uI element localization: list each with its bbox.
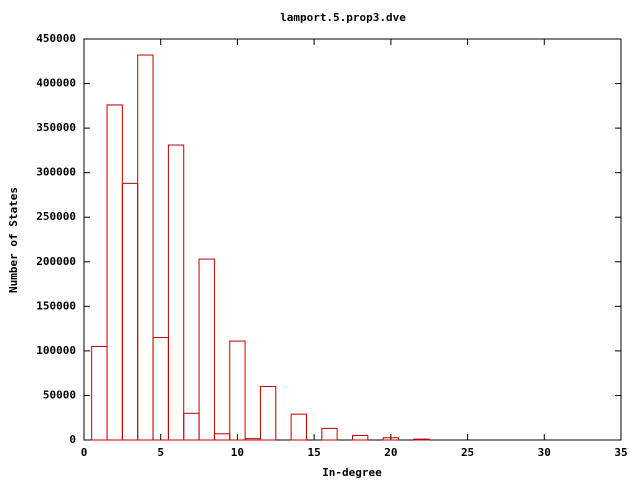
bar [167, 144, 185, 441]
bar [198, 258, 215, 441]
y-tick-label: 450000 [36, 32, 76, 45]
x-axis-label: In-degree [322, 466, 382, 479]
y-tick-label: 200000 [36, 255, 76, 268]
x-tick-label: 30 [538, 446, 551, 459]
bar [137, 54, 154, 441]
x-tick-label: 5 [157, 446, 164, 459]
bar [290, 413, 307, 441]
y-tick-label: 50000 [43, 388, 76, 401]
y-tick-label: 300000 [36, 166, 76, 179]
y-axis-label: Number of States [7, 187, 20, 293]
y-tick-label: 400000 [36, 77, 76, 90]
x-tick-label: 10 [231, 446, 244, 459]
x-tick-label: 25 [461, 446, 474, 459]
bar [259, 386, 277, 441]
y-tick-label: 0 [69, 433, 76, 446]
y-tick-label: 100000 [36, 344, 76, 357]
x-tick-label: 15 [308, 446, 321, 459]
bar [413, 438, 430, 441]
x-tick-label: 0 [81, 446, 88, 459]
bar [352, 435, 369, 441]
bar [382, 437, 400, 441]
bar [321, 427, 338, 441]
bar [229, 340, 246, 441]
y-tick-label: 350000 [36, 121, 76, 134]
chart-title: lamport.5.prop3.dve [280, 11, 406, 24]
y-tick-label: 150000 [36, 299, 76, 312]
y-tick-label: 250000 [36, 210, 76, 223]
x-tick-label: 35 [614, 446, 627, 459]
x-tick-label: 20 [384, 446, 397, 459]
